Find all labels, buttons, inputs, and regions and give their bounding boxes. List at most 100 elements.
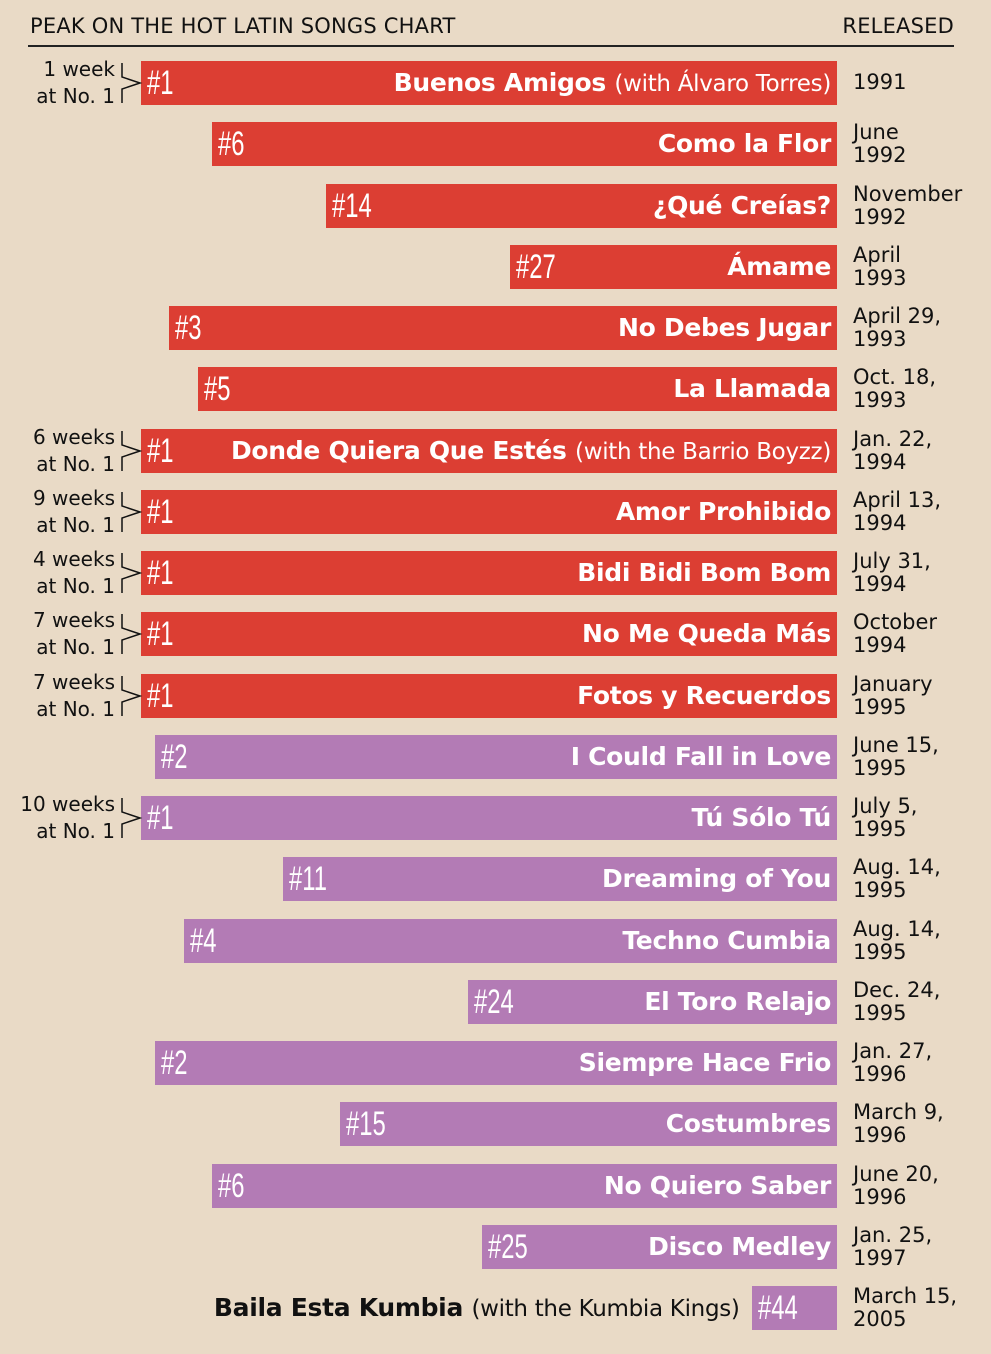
song-title-name: Amor Prohibido — [615, 496, 831, 526]
song-title-name: No Debes Jugar — [618, 313, 831, 342]
release-date: March 15, 2005 — [853, 1285, 957, 1331]
song-title-name: Tú Sólo Tú — [691, 803, 831, 832]
peak-rank-label: #1 — [147, 64, 174, 102]
release-date: 1991 — [853, 71, 906, 94]
bracket-connector — [121, 63, 143, 103]
song-title-name: La Llamada — [673, 374, 831, 404]
release-date: January 1995 — [853, 671, 933, 719]
weeks-line: at No. 1 — [36, 696, 115, 721]
release-date-line: Aug. 14, — [853, 855, 941, 880]
release-date: July 31, 1994 — [853, 550, 931, 596]
song-bar: #1 Fotos y Recuerdos — [141, 673, 837, 718]
release-date-line: Jan. 22, — [853, 426, 933, 451]
release-date-line: Dec. 24, — [853, 977, 941, 1002]
release-date-line: July 5, — [853, 794, 918, 818]
bracket-line — [121, 553, 143, 593]
song-title-name: I Could Fall in Love — [570, 741, 832, 771]
peak-rank-label: #1 — [147, 492, 174, 531]
song-title-name: ¿Qué Creías? — [652, 190, 831, 220]
weeks-line: 7 weeks — [32, 608, 115, 633]
weeks-at-no1: 7 weeks at No. 1 — [33, 669, 115, 723]
song-title: No Me Queda Más — [582, 612, 831, 656]
peak-rank-label: #4 — [189, 921, 217, 960]
weeks-line: 6 weeks — [32, 424, 115, 449]
release-date-line: 1992 — [853, 143, 907, 168]
peak-rank-label: #1 — [147, 554, 174, 592]
song-title: Disco Medley — [648, 1225, 831, 1269]
release-date-line: 1994 — [853, 510, 907, 535]
release-date-line: June 15, — [853, 732, 939, 757]
peak-rank-label: #44 — [757, 1289, 798, 1327]
release-date: March 9, 1996 — [853, 1101, 944, 1147]
release-date-line: 1996 — [853, 1123, 907, 1148]
song-title: Dreaming of You — [602, 857, 831, 901]
weeks-line: 7 weeks — [32, 669, 115, 694]
song-title-name: Ámame — [727, 251, 831, 281]
peak-rank-label: #5 — [203, 370, 231, 409]
release-date: Jan. 27, 1996 — [853, 1040, 932, 1086]
weeks-at-no1: 4 weeks at No. 1 — [33, 546, 115, 600]
song-title-name: Donde Quiera Que Estés — [230, 435, 567, 465]
release-date-line: 1996 — [853, 1062, 907, 1086]
song-title: Siempre Hace Frio — [578, 1041, 832, 1085]
release-date: Jan. 22, 1994 — [853, 426, 933, 474]
bracket-connector — [121, 491, 143, 532]
chart-header-title: PEAK ON THE HOT LATIN SONGS CHART — [30, 14, 456, 38]
release-date-line: 2005 — [853, 1307, 907, 1331]
song-bar: #27 Ámame — [510, 244, 837, 289]
weeks-line: 9 weeks — [32, 485, 115, 510]
release-date-line: 1995 — [853, 878, 907, 903]
song-title: Bidi Bidi Bom Bom — [577, 551, 831, 595]
release-date: June 20, 1996 — [853, 1162, 939, 1209]
release-date: July 5, 1995 — [853, 795, 917, 841]
peak-rank-label: #1 — [147, 431, 174, 470]
bracket-connector — [121, 553, 143, 593]
weeks-at-no1: 1 week at No. 1 — [36, 56, 115, 110]
release-date: Aug. 14, 1995 — [853, 856, 941, 902]
song-featuring: (with the Kumbia Kings) — [471, 1296, 740, 1322]
song-title: La Llamada — [673, 367, 831, 411]
bracket-line — [121, 63, 143, 103]
release-date-line: 1993 — [853, 388, 907, 413]
release-date: October 1994 — [853, 611, 937, 657]
weeks-line: at No. 1 — [36, 84, 115, 108]
song-title-name: No Quiero Saber — [603, 1170, 831, 1200]
song-bar: #1 Donde Quiera Que Estés (with the Barri… — [141, 428, 837, 473]
song-title-name: El Toro Relajo — [644, 986, 831, 1016]
bracket-line — [121, 614, 143, 655]
weeks-line: at No. 1 — [36, 512, 115, 537]
song-title-name: Dreaming of You — [602, 864, 831, 894]
song-title: Tú Sólo Tú — [691, 796, 831, 840]
release-date-line: 1993 — [853, 327, 907, 351]
song-bar: #44 — [751, 1286, 837, 1330]
song-title-name: Costumbres — [665, 1109, 832, 1139]
bracket-line — [121, 675, 143, 716]
song-title-name: Baila Esta Kumbia — [213, 1293, 464, 1322]
weeks-line: at No. 1 — [36, 635, 115, 660]
release-date-line: 1994 — [853, 633, 907, 658]
weeks-at-no1: 9 weeks at No. 1 — [33, 485, 115, 539]
release-date-line: January — [853, 671, 933, 696]
release-date-line: 1994 — [853, 449, 907, 474]
song-bar: #24 El Toro Relajo — [467, 979, 837, 1024]
release-date-line: 1995 — [853, 817, 907, 841]
song-bar: #6 No Quiero Saber — [212, 1163, 837, 1208]
song-title: Buenos Amigos (with Álvaro Torres) — [394, 61, 832, 106]
release-date-line: July 31, — [853, 549, 931, 573]
song-title-name: No Me Queda Más — [582, 619, 831, 649]
weeks-line: at No. 1 — [36, 574, 115, 598]
release-date-line: 1992 — [853, 204, 907, 229]
weeks-at-no1: 6 weeks at No. 1 — [33, 424, 115, 478]
peak-rank-label: #1 — [147, 799, 174, 837]
weeks-at-no1: 10 weeks at No. 1 — [20, 791, 115, 845]
song-title-name: Fotos y Recuerdos — [577, 680, 831, 710]
release-date-line: April 29, — [853, 304, 942, 328]
song-title-name: Bidi Bidi Bom Bom — [577, 558, 831, 587]
release-date: November 1992 — [853, 182, 962, 229]
peak-rank-label: #15 — [345, 1105, 386, 1144]
song-title-name: Techno Cumbia — [622, 925, 831, 955]
release-date-line: 1994 — [853, 572, 907, 596]
song-title-name: Siempre Hace Frio — [578, 1048, 832, 1077]
peak-rank-label: #3 — [175, 309, 202, 347]
song-title-name: Como la Flor — [657, 129, 831, 159]
